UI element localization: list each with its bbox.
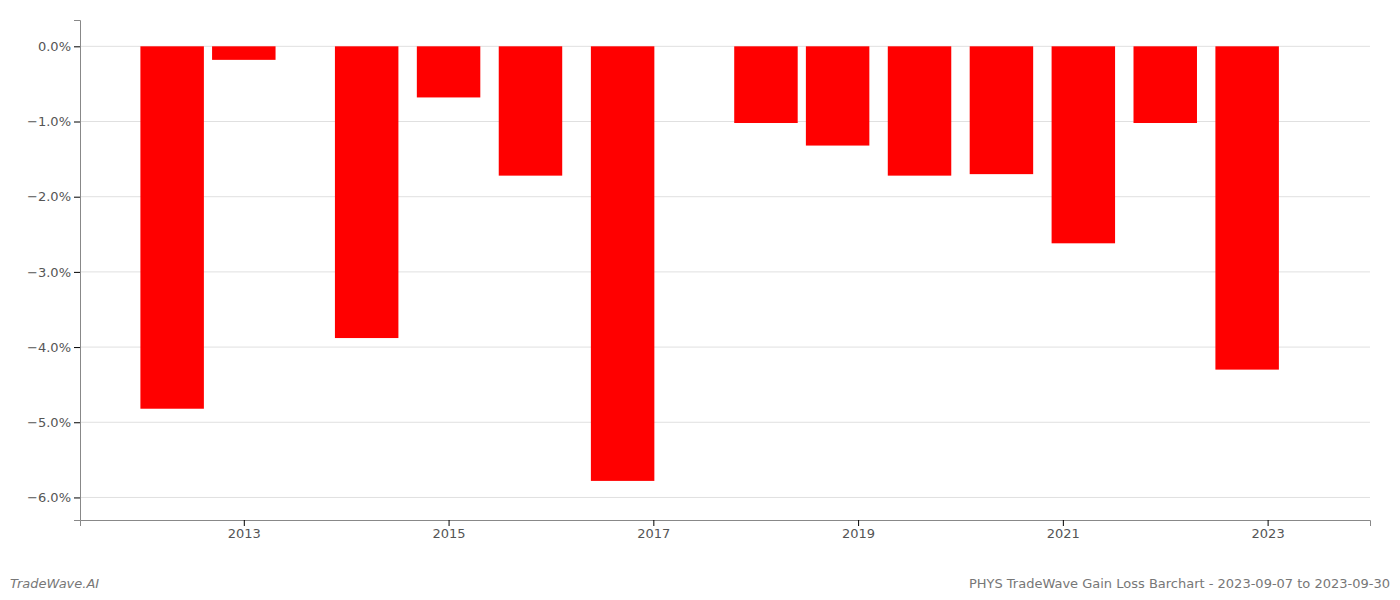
tick-mark [74,122,80,123]
tick-label: 2023 [1252,526,1285,541]
tick: −2.0% [27,189,80,204]
bar [417,46,480,97]
tick: 0.0% [38,39,80,54]
tick-mark [74,272,80,273]
tick-mark [74,497,80,498]
tick: 2023 [1252,520,1285,541]
tick: −5.0% [27,415,80,430]
tick-mark [858,520,859,526]
bars [140,46,1278,481]
tick-label: −3.0% [27,265,71,280]
tick-label: −6.0% [27,490,71,505]
tick-mark [1268,520,1269,526]
tick: 2019 [842,520,875,541]
y-axis: 0.0% −1.0% −2.0% −3.0% −4.0% −5.0% −6.0% [27,21,80,521]
bar [806,46,869,145]
tick: −6.0% [27,490,80,505]
tick-label: −4.0% [27,340,71,355]
footer: TradeWave.AI [10,576,99,591]
tick: 2021 [1047,520,1080,541]
tick: 2013 [228,520,261,541]
grid-line [80,196,1370,197]
tick-label: −1.0% [27,114,71,129]
bar [734,46,797,123]
tick-mark [74,197,80,198]
bar [1134,46,1197,123]
tick-label: −2.0% [27,189,71,204]
tick: −1.0% [27,114,80,129]
tick-mark [74,422,80,423]
grid-line [80,347,1370,348]
grid-line [80,422,1370,423]
tick-label: 2013 [228,526,261,541]
x-axis: 2013 2015 2017 2019 2021 2023 [81,520,1371,541]
tick-label: 0.0% [38,39,71,54]
tick-mark [74,347,80,348]
tick: 2015 [433,520,466,541]
bar [888,46,951,175]
tick-mark [1063,520,1064,526]
title: PHYS TradeWave Gain Loss Barchart - 2023… [969,576,1390,591]
bar [212,46,275,60]
axis-line [81,521,1371,527]
bar [1052,46,1115,243]
tick-mark [653,520,654,526]
bar [1215,46,1278,369]
bar [335,46,398,338]
bar [970,46,1033,174]
tick: −4.0% [27,340,80,355]
plot: 0.0%−1.0%−2.0%−3.0%−4.0%−5.0%−6.0%201320… [27,21,1370,542]
tick: −3.0% [27,265,80,280]
bar [140,46,203,408]
grid-line [80,497,1370,498]
tick-label: 2015 [433,526,466,541]
grid-line [80,271,1370,272]
tick-label: 2019 [842,526,875,541]
grid [80,46,1370,497]
bar [499,46,562,175]
tick-mark [74,46,80,47]
axis-line [74,21,81,521]
tick-label: 2021 [1047,526,1080,541]
bar [591,46,654,481]
chart: 0.0%−1.0%−2.0%−3.0%−4.0%−5.0%−6.0%201320… [0,0,1400,600]
tick-mark [244,520,245,526]
tick-label: −5.0% [27,415,71,430]
tick-label: 2017 [637,526,670,541]
tick-mark [449,520,450,526]
tick: 2017 [637,520,670,541]
